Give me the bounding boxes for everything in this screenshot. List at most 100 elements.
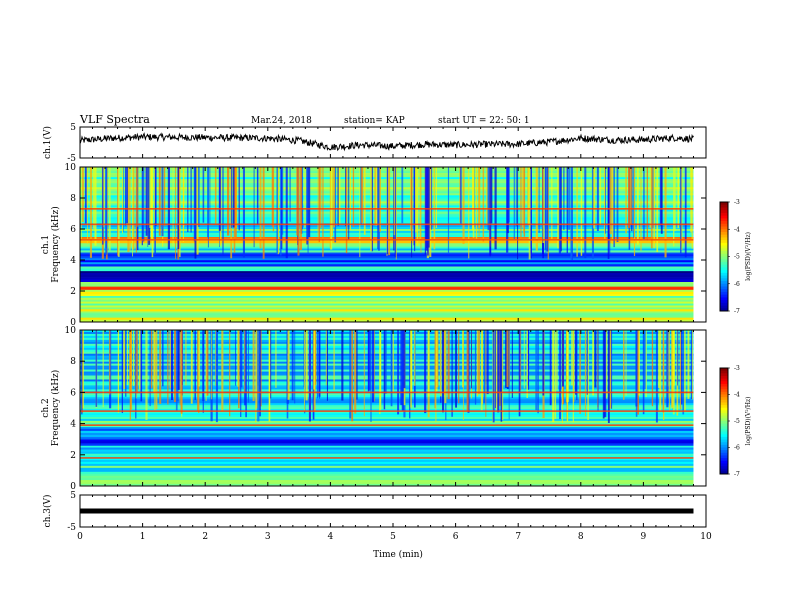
sp1-streak — [659, 167, 662, 226]
sp2-streak — [499, 330, 502, 393]
sp2-streak — [635, 330, 638, 407]
sp2-band-row — [80, 353, 694, 357]
sp1-streak — [653, 167, 656, 249]
cbar2-swatch — [720, 444, 728, 448]
sp1-streak — [542, 167, 545, 243]
sp2-band-row — [80, 418, 694, 422]
sp2-streak — [294, 330, 296, 404]
sp1-streak — [523, 167, 526, 237]
sp2-streak — [669, 330, 670, 413]
sp2-streak — [554, 330, 557, 419]
sp1-streak — [103, 167, 105, 227]
sp2-streak — [180, 330, 183, 414]
sp2-band-row — [80, 443, 694, 446]
sp2-band-row — [80, 385, 694, 388]
sp2-streak — [287, 330, 290, 400]
cbar1-swatch — [720, 297, 728, 301]
sp2-streak — [140, 330, 143, 402]
sp2-streak — [444, 330, 447, 404]
sp2-band-row — [80, 475, 694, 479]
sp2-streak — [244, 330, 246, 392]
cbar2-swatch — [720, 466, 728, 470]
sp2-band-row — [80, 405, 694, 408]
sp1-streak — [289, 167, 291, 222]
sp1-streak — [542, 167, 544, 222]
cbar2-swatch — [720, 370, 728, 374]
sp2-band-row — [80, 367, 694, 370]
cbar2-swatch — [720, 402, 728, 406]
sp1-streak — [410, 167, 412, 230]
cbar2-swatch — [720, 452, 728, 456]
sp1-streak — [363, 167, 366, 235]
sp1-streak — [599, 167, 602, 225]
sp1-streak — [80, 167, 82, 240]
sp2-band-row — [80, 333, 694, 337]
sp2-band-row — [80, 453, 694, 457]
sp2-streak — [162, 330, 164, 387]
cbar1-swatch — [720, 218, 728, 222]
sp2-band-row — [80, 349, 694, 353]
sp1-streak — [664, 167, 667, 258]
sp1-streak — [580, 167, 583, 256]
sp1-streak — [611, 167, 614, 244]
sp1-band-row — [80, 289, 694, 293]
sp1-band-row — [80, 266, 694, 269]
sp1-streak — [271, 167, 274, 227]
sp2-band-row — [80, 359, 694, 362]
sp1-streak — [84, 167, 87, 224]
sp2-band-row — [80, 463, 694, 467]
sp2-streak — [130, 330, 133, 410]
cbar2-swatch — [720, 434, 728, 438]
sp2-band-row — [80, 371, 694, 374]
sp1-streak — [558, 167, 561, 254]
cbar1-swatch — [720, 267, 728, 271]
cbar2-swatch — [720, 399, 728, 403]
cbar1-swatch — [720, 226, 728, 230]
sp2-streak — [349, 330, 352, 419]
sp2-streak — [424, 330, 427, 414]
sp2-ytick-label: 10 — [65, 326, 77, 336]
sp1-streak — [507, 167, 510, 223]
sp2-streak — [523, 330, 525, 389]
sp2-streak — [576, 330, 578, 401]
sp1-streak — [593, 167, 596, 229]
sp2-streak — [95, 330, 98, 407]
sp2-image — [80, 330, 694, 487]
sp2-streak — [466, 330, 469, 412]
sp2-streak — [492, 330, 495, 423]
sp2-streak — [511, 330, 513, 398]
sp2-streak — [368, 330, 371, 391]
sp1-streak — [490, 167, 493, 224]
sp1-streak — [297, 167, 300, 256]
sp2-streak — [202, 330, 204, 413]
cbar2-swatch — [720, 381, 728, 385]
sp2-band-row — [80, 473, 694, 477]
cbar1-swatch — [720, 305, 728, 309]
sp1-streak — [227, 167, 230, 236]
sp2-streak — [486, 330, 489, 395]
cbar1-swatch — [720, 253, 728, 257]
sp2-streak — [275, 330, 277, 388]
sp2-streak — [485, 330, 487, 417]
sp1-streak — [182, 167, 184, 242]
cbar2-swatch — [720, 413, 728, 417]
ch3-xtick-label: 10 — [700, 532, 712, 542]
sp2-streak — [682, 330, 685, 415]
sp2-streak — [559, 330, 561, 419]
sp1-streak — [360, 167, 362, 225]
sp1-streak — [530, 167, 532, 259]
sp2-streak — [356, 330, 358, 400]
sp1-streak — [164, 167, 166, 227]
sp2-streak — [435, 330, 438, 392]
cbar1-tick-label: -6 — [734, 281, 740, 288]
sp2-band-row — [80, 461, 694, 465]
sp1-band-row — [80, 297, 694, 301]
sp2-band-row — [80, 379, 694, 382]
sp1-streak — [486, 167, 488, 224]
sp1-band-row — [80, 272, 694, 276]
sp2-streak — [658, 330, 660, 388]
sp2-band-row — [80, 331, 694, 335]
sp2-band-row — [80, 343, 694, 347]
sp2-band-row — [80, 471, 694, 475]
